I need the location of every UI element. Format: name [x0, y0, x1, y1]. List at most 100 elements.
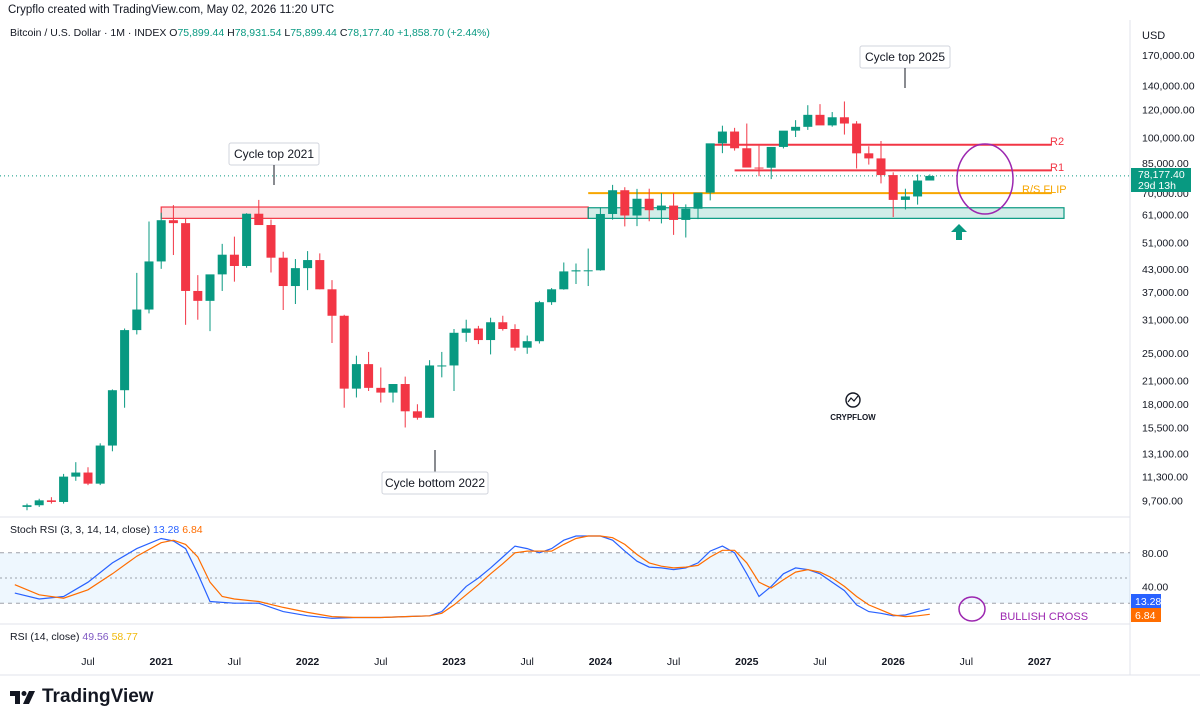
candle-body	[827, 117, 837, 126]
rsi-legend[interactable]: RSI (14, close) 49.56 58.77	[10, 631, 138, 643]
candle-body	[217, 254, 227, 275]
candle	[242, 213, 252, 268]
candle-body	[571, 270, 581, 272]
open-label: O	[169, 27, 178, 39]
candle-body	[364, 364, 374, 388]
annotation-cycle-bottom-2022[interactable]: Cycle bottom 2022	[381, 450, 489, 495]
last-price-label[interactable]: 78,177.40 29d 13h	[1131, 168, 1191, 192]
candle-body	[595, 213, 605, 271]
price-tick-label: 140,000.00	[1142, 80, 1195, 92]
stoch-k-label[interactable]: 13.28	[1131, 594, 1161, 608]
candle	[364, 351, 374, 391]
time-tick-label: Jul	[374, 656, 387, 668]
candle	[473, 325, 483, 345]
price-tick-label: 37,000.00	[1142, 287, 1189, 299]
price-tick-label: 170,000.00	[1142, 50, 1195, 62]
candle-body	[925, 175, 935, 181]
time-tick-label: Jul	[960, 656, 973, 668]
candle-body	[71, 472, 81, 477]
candle-body	[107, 390, 117, 446]
stoch-d-axis-value: 6.84	[1135, 610, 1156, 622]
candle	[217, 243, 227, 291]
candle	[876, 140, 886, 184]
candle	[315, 253, 325, 290]
candle-body	[339, 315, 349, 389]
candle-body	[181, 223, 191, 291]
annotation-cycle-top-2021[interactable]: Cycle top 2021	[228, 142, 320, 185]
candle-body	[510, 329, 520, 348]
candle	[34, 498, 44, 507]
stoch-rsi-pane: 40.00 80.00	[0, 535, 1168, 619]
candle	[766, 146, 776, 180]
currency-label[interactable]: USD	[1142, 30, 1166, 42]
candle-body	[278, 257, 288, 287]
candle	[205, 274, 215, 332]
candle-body	[644, 198, 654, 211]
candle	[925, 174, 935, 181]
candle-body	[742, 148, 752, 168]
watermark-text: CRYPFLOW	[830, 413, 876, 422]
candle-body	[498, 322, 508, 330]
high-value: 78,931.54	[234, 27, 282, 39]
candle	[681, 204, 691, 238]
price-tick-label: 85,000.00	[1142, 158, 1189, 170]
candle-body	[900, 196, 910, 200]
candle-body	[522, 341, 532, 348]
close-label: C	[339, 27, 348, 39]
stoch-series-d	[14, 535, 930, 619]
crypflow-logo-icon	[845, 392, 861, 408]
low-value: 75,899.44	[290, 27, 337, 39]
candle-body	[290, 268, 300, 287]
annotation-cycle-top-2021-text: Cycle top 2021	[234, 147, 314, 161]
price-tick-label: 25,000.00	[1142, 348, 1189, 360]
candle-body	[681, 208, 691, 220]
tradingview-brand: TradingView	[42, 686, 154, 707]
candle	[852, 121, 862, 169]
candle-body	[266, 225, 276, 258]
candle	[547, 288, 557, 305]
candle-body	[327, 289, 337, 316]
candle	[791, 120, 801, 138]
candle-body	[132, 309, 142, 331]
candle	[778, 130, 788, 149]
stoch-d-label[interactable]: 6.84	[1131, 608, 1161, 622]
zones-layer	[160, 206, 1065, 219]
symbol-legend[interactable]: Bitcoin / U.S. Dollar · 1M · INDEX O75,8…	[10, 27, 490, 39]
candle	[656, 193, 666, 224]
candle-body	[83, 472, 93, 484]
candle	[888, 172, 898, 218]
candle	[608, 184, 618, 220]
tradingview-logo[interactable]: TradingView	[10, 686, 154, 708]
price-tick-label: 18,000.00	[1142, 399, 1189, 411]
candle-body	[449, 332, 459, 366]
candle	[815, 104, 825, 126]
stoch-rsi-title: Stoch RSI (3, 3, 14, 14, close)	[10, 524, 151, 536]
time-tick-label: 2024	[589, 656, 613, 668]
candle-body	[632, 198, 642, 216]
stoch-tick-label: 40.00	[1142, 581, 1168, 593]
stoch-k-axis-value: 13.28	[1135, 596, 1161, 608]
candle-body	[486, 322, 496, 341]
time-tick-label: 2022	[296, 656, 320, 668]
candle	[266, 219, 276, 273]
candle-body	[730, 131, 740, 149]
candle-body	[59, 476, 69, 502]
candle	[351, 355, 361, 398]
highlight-circle-stoch	[958, 596, 986, 622]
candle-body	[803, 114, 813, 127]
stoch-rsi-legend[interactable]: Stoch RSI (3, 3, 14, 14, close) 13.28 6.…	[10, 524, 203, 536]
candle-body	[254, 213, 264, 226]
candle-body	[46, 500, 56, 502]
price-axis[interactable]: 9,700.00 11,300.00 13,100.00 15,500.00 18,00…	[1142, 50, 1195, 507]
candle-body	[168, 220, 178, 224]
crypflow-watermark: CRYPFLOW	[830, 392, 876, 422]
candle	[644, 188, 654, 222]
candle-body	[376, 387, 386, 393]
candle-body	[120, 330, 130, 391]
price-tick-label: 15,500.00	[1142, 422, 1189, 434]
annotation-cycle-top-2025[interactable]: Cycle top 2025	[859, 45, 951, 88]
label-bullish-cross: BULLISH CROSS	[1000, 611, 1088, 623]
time-axis[interactable]: Jul 2021 Jul 2022 Jul 2023 Jul 2024 Jul 2025 Jul 20…	[81, 656, 1051, 668]
price-tick-label: 11,300.00	[1142, 472, 1188, 484]
